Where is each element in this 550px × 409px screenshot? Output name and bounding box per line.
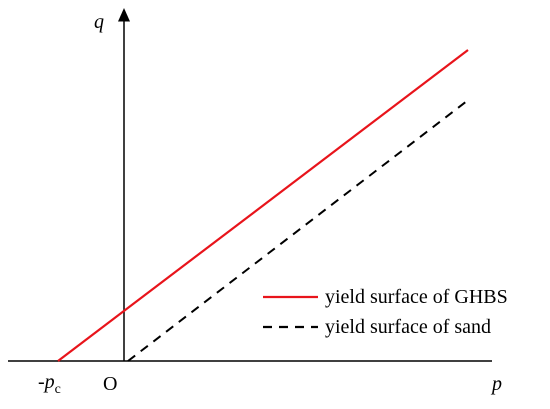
origin-label: O [103, 373, 117, 395]
legend: yield surface of GHBS yield surface of sa… [263, 286, 508, 338]
legend-label: yield surface of sand [325, 316, 491, 338]
intercept-label: -pc [38, 371, 61, 397]
ghbs-yield-line [57, 49, 469, 362]
y-axis-label: q [94, 11, 104, 33]
legend-label: yield surface of GHBS [325, 286, 508, 308]
intercept-subscript: c [55, 382, 61, 397]
x-axis-label: p [490, 373, 502, 395]
intercept-text: -p [38, 371, 55, 393]
sand-yield-line [127, 100, 468, 362]
